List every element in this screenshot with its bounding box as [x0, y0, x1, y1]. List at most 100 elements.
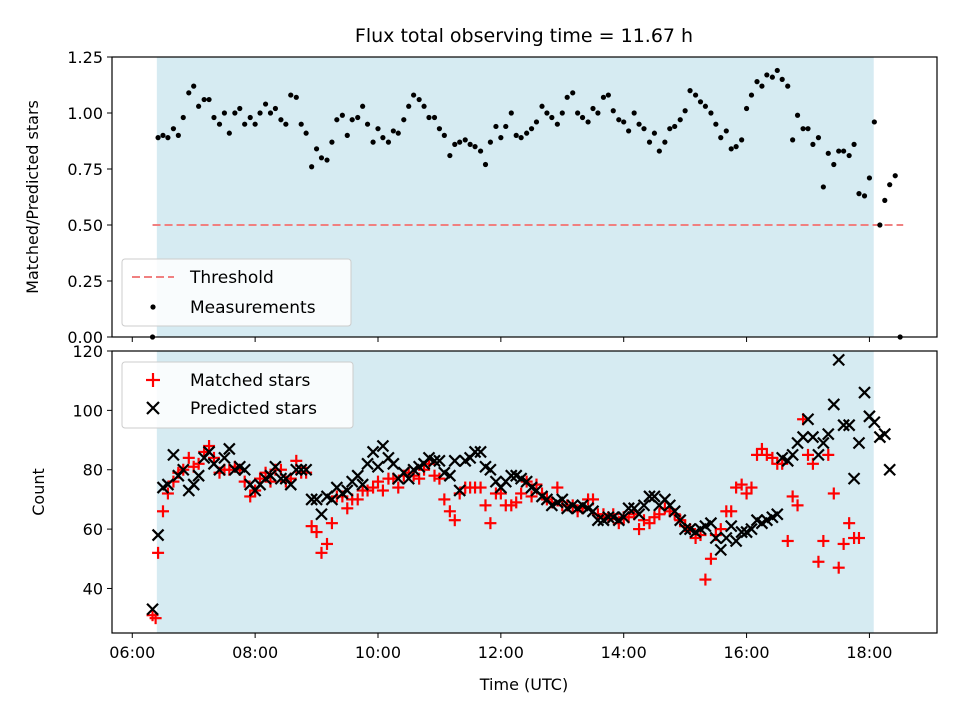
measurement-point	[226, 130, 232, 136]
top-y-tick-label: 1.25	[67, 48, 103, 67]
measurement-point	[257, 110, 263, 116]
predicted-star-point	[771, 507, 784, 521]
matched-star-point	[325, 517, 338, 530]
measurement-point	[252, 121, 258, 127]
measurement-point	[877, 222, 883, 228]
measurement-point	[272, 105, 279, 112]
matched-star-point	[438, 493, 451, 506]
predicted-star-point	[315, 507, 328, 521]
matched-star-point	[551, 481, 564, 494]
measurement-point	[324, 157, 330, 163]
matched-star-point	[791, 499, 804, 512]
predicted-star-point	[151, 528, 165, 542]
predicted-star-point	[443, 469, 457, 482]
predicted-star-point	[714, 543, 728, 557]
predicted-star-point	[453, 484, 466, 497]
measurement-point	[313, 146, 320, 152]
measurement-point	[242, 121, 248, 127]
measurement-point	[605, 92, 611, 98]
predicted-star-point	[376, 439, 390, 453]
matched-star-point	[315, 546, 328, 559]
bottom-y-tick-label: 120	[72, 342, 103, 361]
matched-star-point	[474, 481, 487, 494]
matched-star-point	[371, 475, 384, 488]
predicted-star-point	[878, 427, 892, 441]
measurement-point	[278, 117, 284, 123]
measurement-point	[196, 103, 202, 109]
predicted-star-point	[356, 478, 369, 491]
matched-star-point	[392, 481, 405, 494]
measurement-point	[160, 132, 166, 138]
predicted-star-point	[852, 436, 866, 450]
predicted-star-point	[213, 463, 226, 477]
predicted-star-point	[821, 427, 835, 441]
measurement-point	[769, 74, 775, 80]
measurement-point	[600, 94, 607, 100]
matched-star-point	[376, 484, 389, 497]
top-y-tick-label: 0.00	[67, 328, 103, 347]
predicted-star-point	[290, 463, 303, 477]
matched-star-point	[735, 478, 748, 491]
measurement-point	[508, 110, 514, 116]
matched-star-point	[152, 546, 165, 559]
predicted-star-point	[505, 469, 518, 482]
measurement-point	[672, 123, 678, 130]
measurement-point	[570, 90, 576, 96]
measurement-point	[764, 72, 770, 78]
x-tick-label: 10:00	[355, 643, 401, 662]
bottom-legend-box	[121, 361, 354, 429]
predicted-star-point	[729, 534, 743, 548]
measurement-point	[329, 139, 335, 145]
bottom-y-tick-label: 60	[83, 520, 103, 539]
matched-star-point	[817, 534, 830, 547]
matched-star-point	[781, 534, 794, 547]
predicted-star-point	[842, 418, 856, 432]
measurement-point	[180, 114, 186, 121]
measurement-point	[856, 191, 862, 197]
measurement-point	[687, 88, 693, 94]
measurement-point	[293, 94, 299, 100]
predicted-star-point	[673, 513, 687, 527]
matched-star-point	[699, 573, 712, 586]
measurement-point	[364, 121, 371, 127]
matched-star-point	[264, 475, 277, 488]
measurement-point	[309, 164, 315, 170]
matched-star-point	[321, 537, 334, 550]
predicted-star-point	[735, 525, 748, 539]
predicted-star-point	[299, 463, 313, 477]
matched-star-point	[149, 612, 162, 625]
measurement-point	[794, 112, 801, 118]
measurement-point	[836, 148, 842, 154]
predicted-star-point	[448, 454, 462, 468]
top-y-tick-label: 0.75	[67, 160, 103, 179]
matched-star-point	[341, 502, 354, 515]
measurement-point	[175, 132, 181, 138]
measurement-point	[646, 139, 653, 145]
bottom-y-tick-label: 100	[72, 401, 103, 420]
predicted-star-point	[883, 463, 896, 477]
matched-star-point	[510, 496, 523, 509]
matched-star-point	[725, 505, 738, 518]
legend-predicted-swatch	[146, 401, 160, 415]
predicted-star-point	[310, 493, 323, 506]
predicted-star-point	[817, 436, 830, 450]
measurement-point	[539, 103, 545, 109]
predicted-star-point	[269, 460, 282, 474]
predicted-star-point	[325, 493, 339, 506]
predicted-star-point	[837, 418, 850, 432]
measurement-point	[882, 197, 888, 203]
predicted-star-point	[832, 353, 845, 367]
top-y-tick-label: 0.50	[67, 216, 103, 235]
predicted-star-point	[484, 463, 497, 477]
measurement-point	[283, 121, 289, 127]
predicted-star-point	[648, 490, 661, 503]
predicted-star-point	[847, 472, 861, 485]
measurement-point	[334, 117, 340, 123]
measurement-point	[677, 117, 683, 123]
matched-star-point	[515, 487, 528, 500]
predicted-star-point	[146, 602, 159, 616]
predicted-star-point	[294, 463, 308, 477]
measurement-point	[452, 141, 458, 147]
predicted-star-point	[827, 398, 841, 411]
matched-star-point	[704, 552, 717, 565]
